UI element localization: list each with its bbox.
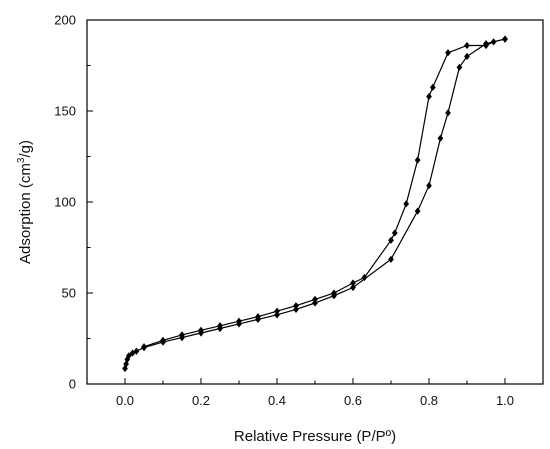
x-axis-ticks: 0.0 0.2 0.4 0.6 0.8 1.0 <box>86 378 544 408</box>
data-point <box>255 313 261 321</box>
data-point <box>141 343 147 351</box>
data-point <box>437 134 444 142</box>
data-point <box>426 92 432 101</box>
data-point <box>312 299 318 307</box>
data-point <box>502 35 508 43</box>
data-point <box>414 156 421 164</box>
data-point <box>198 326 204 334</box>
x-tick-label: 0.0 <box>116 393 134 408</box>
y-axis-title: Adsorption (cm3/g) <box>16 140 34 264</box>
x-tick-label: 0.6 <box>344 393 362 408</box>
data-point <box>361 273 368 282</box>
data-point <box>125 352 132 360</box>
data-point <box>456 63 463 71</box>
data-point <box>483 41 489 50</box>
data-point <box>490 38 497 46</box>
data-point <box>293 305 299 313</box>
data-point <box>160 336 166 344</box>
x-tick-label: 0.4 <box>268 393 286 408</box>
y-tick-label: 0 <box>69 377 76 392</box>
data-point <box>445 49 451 57</box>
x-tick-label: 0.2 <box>192 393 210 408</box>
y-tick-label: 150 <box>54 104 76 119</box>
data-point <box>179 331 185 339</box>
data-point <box>217 322 223 330</box>
data-point <box>388 255 394 263</box>
data-point <box>429 83 436 91</box>
y-axis-ticks: 0 50 100 150 200 <box>54 13 93 392</box>
data-point <box>236 317 242 325</box>
plot-frame <box>86 19 544 385</box>
data-point <box>464 41 470 50</box>
x-tick-label: 1.0 <box>496 393 514 408</box>
data-point <box>445 109 451 117</box>
data-point <box>426 182 432 190</box>
y-tick-label: 50 <box>62 286 76 301</box>
data-point <box>312 295 318 303</box>
data-point <box>403 200 410 208</box>
data-point <box>122 364 128 373</box>
series-line <box>124 38 506 369</box>
data-layer <box>122 35 508 373</box>
data-point <box>414 207 421 215</box>
data-point <box>350 279 356 287</box>
y-axis-title-superscript: 3 <box>16 157 27 163</box>
data-point <box>388 236 394 244</box>
data-point <box>274 311 280 319</box>
y-tick-label: 200 <box>54 13 76 28</box>
y-tick-label: 100 <box>54 195 76 210</box>
data-point <box>293 302 299 310</box>
data-point <box>133 347 140 355</box>
data-point <box>123 360 130 368</box>
data-point <box>331 289 337 297</box>
y-axis-title-main: Adsorption (cm <box>17 163 34 264</box>
data-point <box>464 52 470 60</box>
series-line <box>143 38 506 348</box>
x-tick-label: 0.8 <box>420 393 438 408</box>
data-point <box>274 307 280 315</box>
y-axis-title-unit: /g) <box>17 140 34 158</box>
x-axis-title: Relative Pressure (P/Pº) <box>234 428 396 445</box>
data-point <box>350 283 356 292</box>
data-point <box>391 229 398 237</box>
